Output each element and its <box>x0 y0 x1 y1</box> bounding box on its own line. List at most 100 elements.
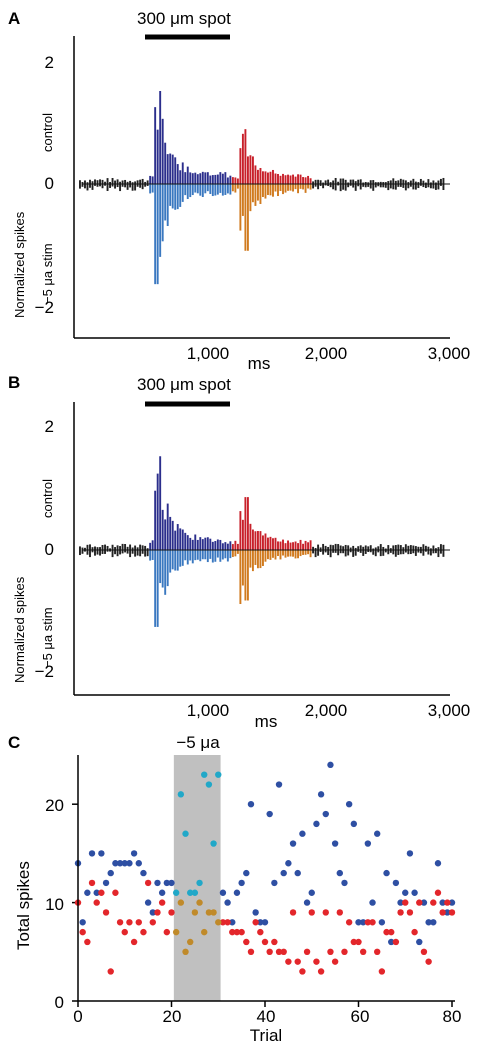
histogram-bar-stim <box>176 550 179 571</box>
histogram-bar-control <box>432 180 435 184</box>
panel-c-xtick-80: 80 <box>443 1007 462 1026</box>
histogram-bar-stim <box>437 184 440 190</box>
scatter-point-blue <box>430 919 437 926</box>
histogram-bar-control <box>211 175 214 184</box>
histogram-bar-control <box>166 154 169 184</box>
scatter-point-blue <box>402 889 409 896</box>
scatter-point-blue <box>392 879 400 887</box>
scatter-point-red <box>388 928 395 936</box>
histogram-bar-stim <box>419 550 422 554</box>
scatter-point-blue <box>369 899 376 906</box>
histogram-bar-control <box>347 182 350 184</box>
histogram-bar-stim <box>379 184 382 188</box>
panel-a-xtick-3000: 3,000 <box>428 344 471 363</box>
histogram-bar-control <box>189 172 192 184</box>
scatter-point-red <box>247 948 255 955</box>
scatter-point-red <box>126 919 133 926</box>
histogram-bar-stim <box>89 184 91 188</box>
scatter-point-red <box>121 928 128 936</box>
histogram-bar-stim <box>362 184 365 187</box>
histogram-bar-stim <box>377 184 380 187</box>
histogram-bar-control <box>352 179 355 184</box>
scatter-point-red <box>448 909 456 916</box>
histogram-bar-stim <box>342 550 345 554</box>
scatter-point-red <box>383 928 390 936</box>
histogram-bar-stim <box>144 550 147 557</box>
histogram-bar-control <box>126 181 129 184</box>
histogram-bar-stim <box>216 184 219 195</box>
histogram-bar-stim <box>272 184 274 197</box>
scatter-point-blue <box>266 810 273 818</box>
histogram-bar-stim <box>307 550 310 555</box>
histogram-bar-stim <box>327 550 330 556</box>
histogram-bar-control <box>201 171 204 184</box>
histogram-bar-control <box>267 537 269 550</box>
histogram-bar-stim <box>429 184 432 189</box>
histogram-bar-control <box>181 162 184 184</box>
panel-a-xtick-2000: 2,000 <box>305 344 348 363</box>
histogram-bar-stim <box>309 184 312 190</box>
scatter-point-red <box>313 958 320 965</box>
scatter-point-blue <box>224 899 231 906</box>
histogram-bar-control <box>141 178 144 184</box>
histogram-bar-stim <box>277 184 279 197</box>
histogram-bar-control <box>154 107 157 184</box>
histogram-bar-control <box>267 172 269 184</box>
histogram-bar-control <box>91 547 94 550</box>
histogram-bar-stim <box>201 550 204 560</box>
histogram-bar-stim <box>324 184 327 186</box>
scatter-point-blue <box>107 869 114 877</box>
histogram-bar-control <box>146 180 149 184</box>
histogram-bar-stim <box>171 184 174 209</box>
scatter-point-blue <box>149 909 156 916</box>
histogram-bar-control <box>434 548 437 550</box>
histogram-bar-control <box>179 528 182 550</box>
histogram-bar-stim <box>169 184 172 206</box>
histogram-bar-control <box>209 538 212 550</box>
histogram-bar-control <box>126 546 129 550</box>
histogram-bar-control <box>337 181 340 184</box>
histogram-bar-control <box>324 545 327 550</box>
scatter-point-cyan <box>205 781 213 788</box>
histogram-bar-stim <box>269 184 272 196</box>
histogram-bar-control <box>314 547 317 550</box>
histogram-bar-control <box>99 179 101 184</box>
histogram-bar-stim <box>367 184 370 187</box>
histogram-bar-control <box>196 174 199 184</box>
histogram-bar-stim <box>249 550 252 568</box>
panel-a-lower-label: −5 μa stim <box>40 243 55 304</box>
histogram-bar-stim <box>412 184 415 190</box>
histogram-bar-control <box>302 177 305 184</box>
histogram-bar-stim <box>221 184 224 196</box>
scatter-point-blue <box>158 889 166 896</box>
histogram-bar-control <box>382 546 385 550</box>
histogram-bar-control <box>419 546 422 550</box>
histogram-bar-control <box>372 180 375 184</box>
panel-c-ylabel: Total spikes <box>14 861 33 950</box>
histogram-bar-control <box>84 547 86 550</box>
scatter-point-blue <box>425 919 432 926</box>
panel-a-ytick-neg2: −2 <box>35 298 54 317</box>
histogram-bar-stim <box>206 184 209 192</box>
histogram-bar-stim <box>282 184 284 195</box>
histogram-bar-control <box>262 535 264 550</box>
scatter-point-red <box>107 968 114 975</box>
histogram-bar-stim <box>119 184 122 192</box>
histogram-bar-control <box>169 516 172 550</box>
histogram-bar-control <box>412 545 415 550</box>
histogram-bar-stim <box>282 550 284 556</box>
scatter-point-cyan <box>215 771 222 778</box>
scatter-point-cyan <box>210 840 217 847</box>
histogram-bar-control <box>272 169 274 184</box>
histogram-bar-stim <box>364 550 367 554</box>
histogram-bar-control <box>364 545 367 550</box>
histogram-bar-stim <box>256 550 259 569</box>
scatter-point-red <box>243 938 250 946</box>
histogram-bar-control <box>196 539 199 550</box>
histogram-bar-control <box>141 545 144 550</box>
histogram-bar-control <box>439 178 442 184</box>
histogram-bar-control <box>409 180 412 184</box>
histogram-bar-control <box>91 181 94 184</box>
histogram-bar-control <box>279 175 282 184</box>
scatter-point-blue <box>275 781 283 788</box>
